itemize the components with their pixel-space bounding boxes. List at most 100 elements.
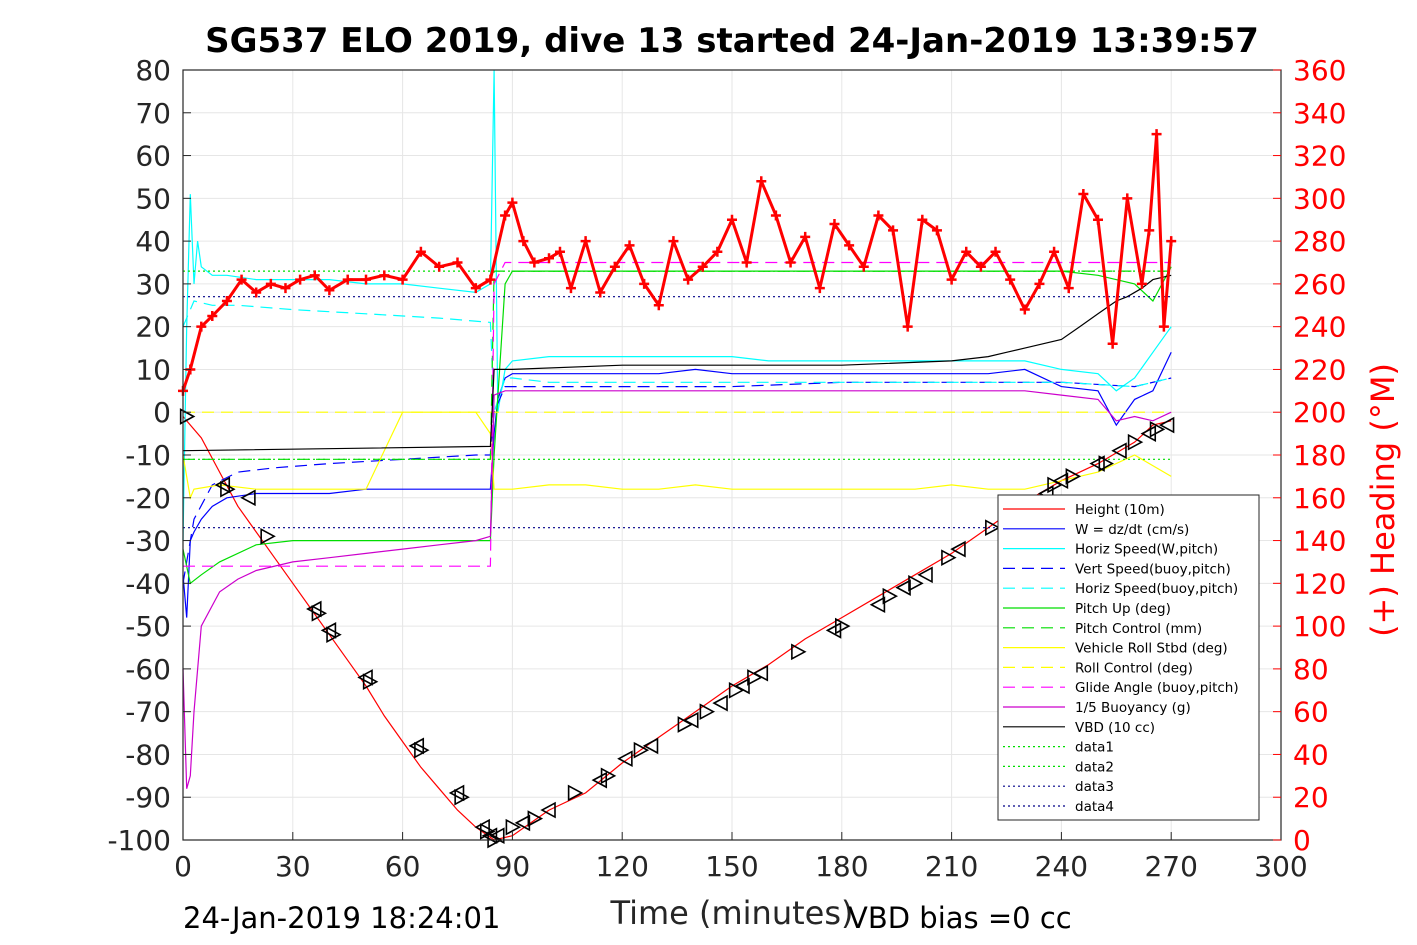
height-marker [540, 801, 556, 819]
height-marker [1111, 442, 1127, 460]
height-marker [985, 519, 1001, 537]
legend-label: data1 [1075, 740, 1114, 756]
axis-ticks: 0 30 60 90 120 150 180 210 240 270 300807060504030… [107, 54, 1346, 883]
heading-point [1078, 189, 1089, 200]
y-tick-label: 10 [135, 353, 171, 386]
legend-label: Horiz Speed(W,pitch) [1075, 542, 1218, 558]
heading-point [624, 240, 635, 251]
heading-layer [178, 129, 1177, 396]
y-tick-label: 20 [135, 311, 171, 344]
height-marker [408, 737, 425, 755]
series-line-glide-angle-buoy-pitch [183, 261, 1172, 567]
y2-tick-label: 180 [1293, 439, 1346, 472]
y-tick-label: 40 [135, 225, 171, 258]
height-marker [617, 750, 633, 768]
legend-label: Pitch Up (deg) [1075, 601, 1171, 617]
height-marker [633, 741, 650, 759]
heading-point [814, 283, 825, 294]
heading-point [361, 274, 371, 285]
x-tick-label: 180 [815, 850, 868, 883]
heading-point [844, 240, 855, 251]
height-marker [414, 741, 430, 759]
heading-point [452, 257, 463, 268]
series-line-vbd-10-cc [182, 274, 1172, 452]
legend-label: Vert Speed(buoy,pitch) [1075, 561, 1231, 577]
y-tick-label: 70 [135, 97, 171, 130]
y-tick-label: -100 [107, 824, 171, 857]
heading-point [265, 278, 276, 289]
height-marker [895, 579, 911, 596]
height-marker [1127, 433, 1144, 451]
y-tick-label: 30 [135, 268, 171, 301]
heading-point [1034, 278, 1045, 289]
height-marker [311, 604, 328, 622]
heading-point [324, 285, 335, 296]
heading-point [858, 261, 869, 272]
y2-tick-label: 80 [1293, 653, 1329, 686]
heading-point [379, 270, 390, 281]
y2-tick-label: 360 [1293, 54, 1346, 87]
height-marker [941, 549, 957, 567]
y2-tick-label: 200 [1293, 396, 1346, 429]
y2-tick-label: 300 [1293, 182, 1346, 215]
height-marker [1158, 416, 1175, 434]
heading-point [207, 310, 218, 321]
height-marker [320, 622, 337, 639]
x-tick-label: 150 [705, 850, 758, 883]
y2-tick-label: 0 [1293, 824, 1311, 857]
heading-point [1166, 236, 1177, 247]
y2-tick-label: 20 [1293, 781, 1329, 814]
heading-point [1063, 283, 1074, 294]
y2-tick-label: 120 [1293, 567, 1346, 600]
y-tick-label: -60 [125, 653, 171, 686]
y-tick-label: -90 [125, 781, 171, 814]
y2-tick-label: 220 [1293, 353, 1346, 386]
height-marker [220, 480, 236, 498]
heading-point [917, 214, 928, 225]
series-line-height-10m [182, 416, 1172, 841]
heading-point [1122, 193, 1133, 204]
x-tick-label: 120 [595, 850, 648, 883]
heading-point [756, 176, 767, 187]
legend: Height (10m) W = dz/dt (cm/s) Horiz Speed(… [997, 494, 1260, 821]
x-tick-label: 90 [495, 850, 531, 883]
height-marker [527, 810, 544, 827]
heading-point [280, 283, 291, 294]
heading-point [946, 274, 957, 285]
series-line-vehicle-roll-stbd-deg [182, 411, 1172, 500]
y2-tick-label: 280 [1293, 225, 1346, 258]
heading-point [485, 274, 496, 285]
height-marker [882, 587, 899, 605]
height-marker [699, 703, 716, 721]
height-marker [474, 818, 490, 836]
height-marker [683, 711, 699, 729]
heading-point [580, 236, 591, 247]
heading-point [1019, 304, 1030, 315]
heading-point [1158, 321, 1169, 332]
heading-point [1049, 246, 1060, 257]
heading-point [1107, 338, 1118, 349]
heading-point [295, 274, 306, 285]
legend-label: Pitch Control (mm) [1075, 621, 1202, 637]
height-marker [950, 540, 966, 558]
heading-point [741, 257, 752, 268]
heading-point [1144, 225, 1155, 236]
legend-label: Height (10m) [1075, 502, 1165, 518]
heading-point [554, 246, 565, 257]
height-marker [362, 673, 379, 691]
series-line-horiz-speed-buoy-pitch [182, 300, 1172, 413]
heading-point [1136, 278, 1147, 289]
heading-point [518, 236, 529, 247]
height-marker [1098, 455, 1115, 472]
y-tick-label: -10 [125, 439, 171, 472]
heading-point [683, 274, 694, 285]
heading-point [415, 246, 426, 257]
footer-timestamp: 24-Jan-2019 18:24:01 [183, 901, 500, 935]
x-tick-label: 300 [1254, 850, 1307, 883]
height-marker [326, 626, 342, 644]
x-tick-label: 60 [385, 850, 421, 883]
y-tick-label: -40 [125, 567, 171, 600]
heading-point [712, 246, 723, 257]
heading-point [507, 197, 518, 208]
legend-label: Glide Angle (buoy,pitch) [1075, 680, 1239, 696]
